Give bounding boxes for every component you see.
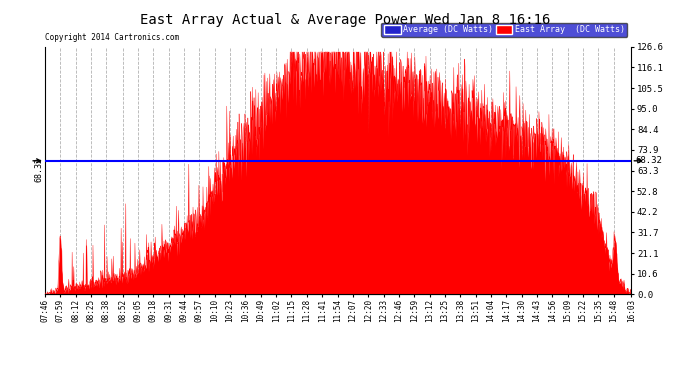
- Text: East Array Actual & Average Power Wed Jan 8 16:16: East Array Actual & Average Power Wed Ja…: [140, 13, 550, 27]
- Text: Copyright 2014 Cartronics.com: Copyright 2014 Cartronics.com: [45, 33, 179, 42]
- Legend: Average (DC Watts), East Array  (DC Watts): Average (DC Watts), East Array (DC Watts…: [382, 22, 627, 37]
- Text: 68.32: 68.32: [635, 156, 662, 165]
